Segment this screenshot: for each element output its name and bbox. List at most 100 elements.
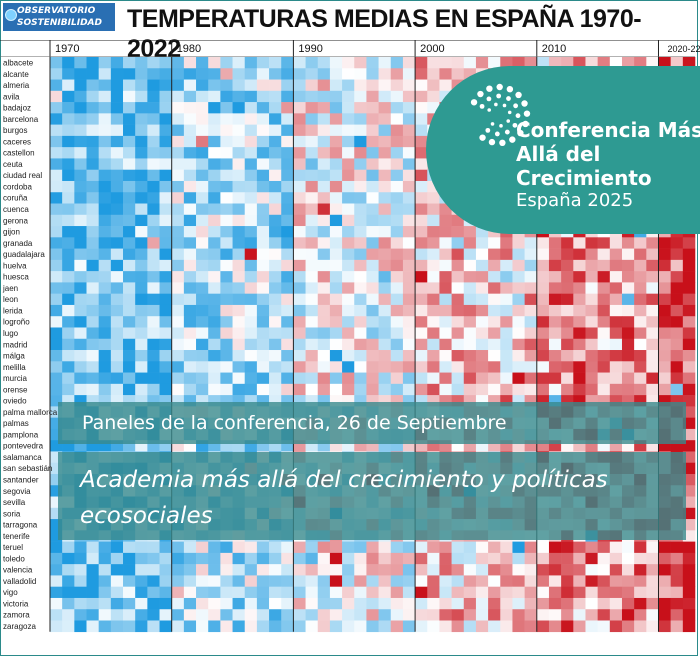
heat-cell (293, 259, 306, 272)
heat-cell (98, 304, 112, 317)
heat-cell (427, 350, 440, 362)
heat-cell (524, 316, 538, 328)
heat-cell (670, 383, 684, 396)
heat-cell (658, 259, 671, 272)
heat-cell (329, 586, 343, 599)
heat-cell (317, 338, 331, 351)
heat-cell (427, 541, 440, 554)
heat-cell (378, 259, 392, 272)
heat-cell (98, 203, 112, 216)
heat-cell (256, 586, 270, 599)
heat-cell (62, 180, 75, 193)
heat-cell (548, 541, 562, 554)
heat-cell (682, 496, 696, 509)
heat-cell (427, 293, 440, 306)
heat-cell (682, 473, 696, 486)
heat-cell (281, 158, 294, 170)
heat-cell (183, 192, 197, 204)
heat-cell (682, 361, 696, 373)
heat-cell (256, 620, 270, 633)
decade-label: 2000 (420, 43, 444, 55)
province-label: valladolid (3, 577, 36, 586)
heat-cell (159, 541, 172, 554)
heat-cell (439, 338, 452, 351)
heat-cell (427, 282, 440, 294)
heat-cell (74, 102, 87, 114)
heat-cell (512, 620, 525, 633)
heat-cell (183, 575, 197, 587)
heat-cell (354, 361, 367, 373)
heat-cell (123, 214, 136, 227)
heat-cell (74, 203, 87, 216)
heat-cell (451, 350, 465, 362)
heat-cell (305, 395, 319, 407)
heat-cell (402, 620, 416, 633)
heat-cell (196, 147, 209, 159)
heat-cell (475, 575, 489, 587)
heat-cell (86, 327, 99, 340)
heat-cell (561, 440, 574, 452)
heat-cell (110, 113, 124, 125)
heat-cell (74, 192, 87, 204)
heat-cell (98, 248, 112, 261)
heat-cell (524, 609, 538, 621)
heat-cell (123, 158, 136, 170)
heat-cell (74, 124, 87, 137)
heat-cell (50, 462, 63, 475)
heat-cell (98, 192, 112, 204)
heat-cell (390, 237, 404, 249)
heat-cell (269, 282, 282, 294)
heat-cell (378, 271, 392, 283)
heat-cell (585, 586, 598, 599)
heat-cell (658, 440, 671, 452)
heat-cell (463, 552, 477, 565)
heat-cell (536, 237, 550, 249)
province-label: logroño (3, 318, 30, 327)
heat-cell (524, 372, 538, 385)
heat-cell (135, 293, 148, 306)
heat-cell (524, 383, 538, 396)
heat-cell (147, 327, 160, 340)
heat-cell (317, 361, 331, 373)
heat-cell (317, 597, 331, 610)
heat-cell (62, 147, 75, 159)
heat-cell (232, 203, 246, 216)
heat-cell (439, 383, 452, 396)
heat-cell (244, 226, 258, 238)
heat-cell (512, 372, 525, 385)
heat-cell (171, 113, 185, 125)
heat-cell (597, 327, 611, 340)
province-label: gijon (3, 228, 20, 237)
heat-cell (439, 552, 452, 565)
heat-cell (293, 304, 306, 317)
heat-cell (135, 124, 148, 137)
heat-cell (244, 440, 258, 452)
conference-subtitle: España 2025 (516, 190, 634, 211)
heat-cell (317, 350, 331, 362)
heat-cell (658, 395, 671, 407)
heat-cell (378, 214, 392, 227)
heat-cell (451, 440, 465, 452)
heat-cell (512, 293, 525, 306)
heat-cell (427, 90, 440, 103)
heat-cell (415, 259, 428, 272)
heat-cell (342, 609, 355, 621)
heat-cell (147, 293, 160, 306)
heat-cell (451, 609, 465, 621)
heat-cell (670, 304, 684, 317)
heat-cell (488, 609, 501, 621)
heat-cell (475, 327, 489, 340)
heat-cell (159, 169, 172, 182)
heat-cell (98, 68, 112, 80)
heat-cell (463, 271, 477, 283)
heat-cell (402, 135, 416, 148)
heat-cell (50, 372, 63, 385)
heat-cell (573, 620, 586, 633)
dotted-circle-icon (470, 83, 531, 146)
heat-cell (378, 395, 392, 407)
heat-cell (342, 158, 355, 170)
heat-cell (244, 304, 258, 317)
heat-cell (269, 57, 282, 69)
heat-cell (329, 327, 343, 340)
heat-cell (220, 203, 233, 216)
